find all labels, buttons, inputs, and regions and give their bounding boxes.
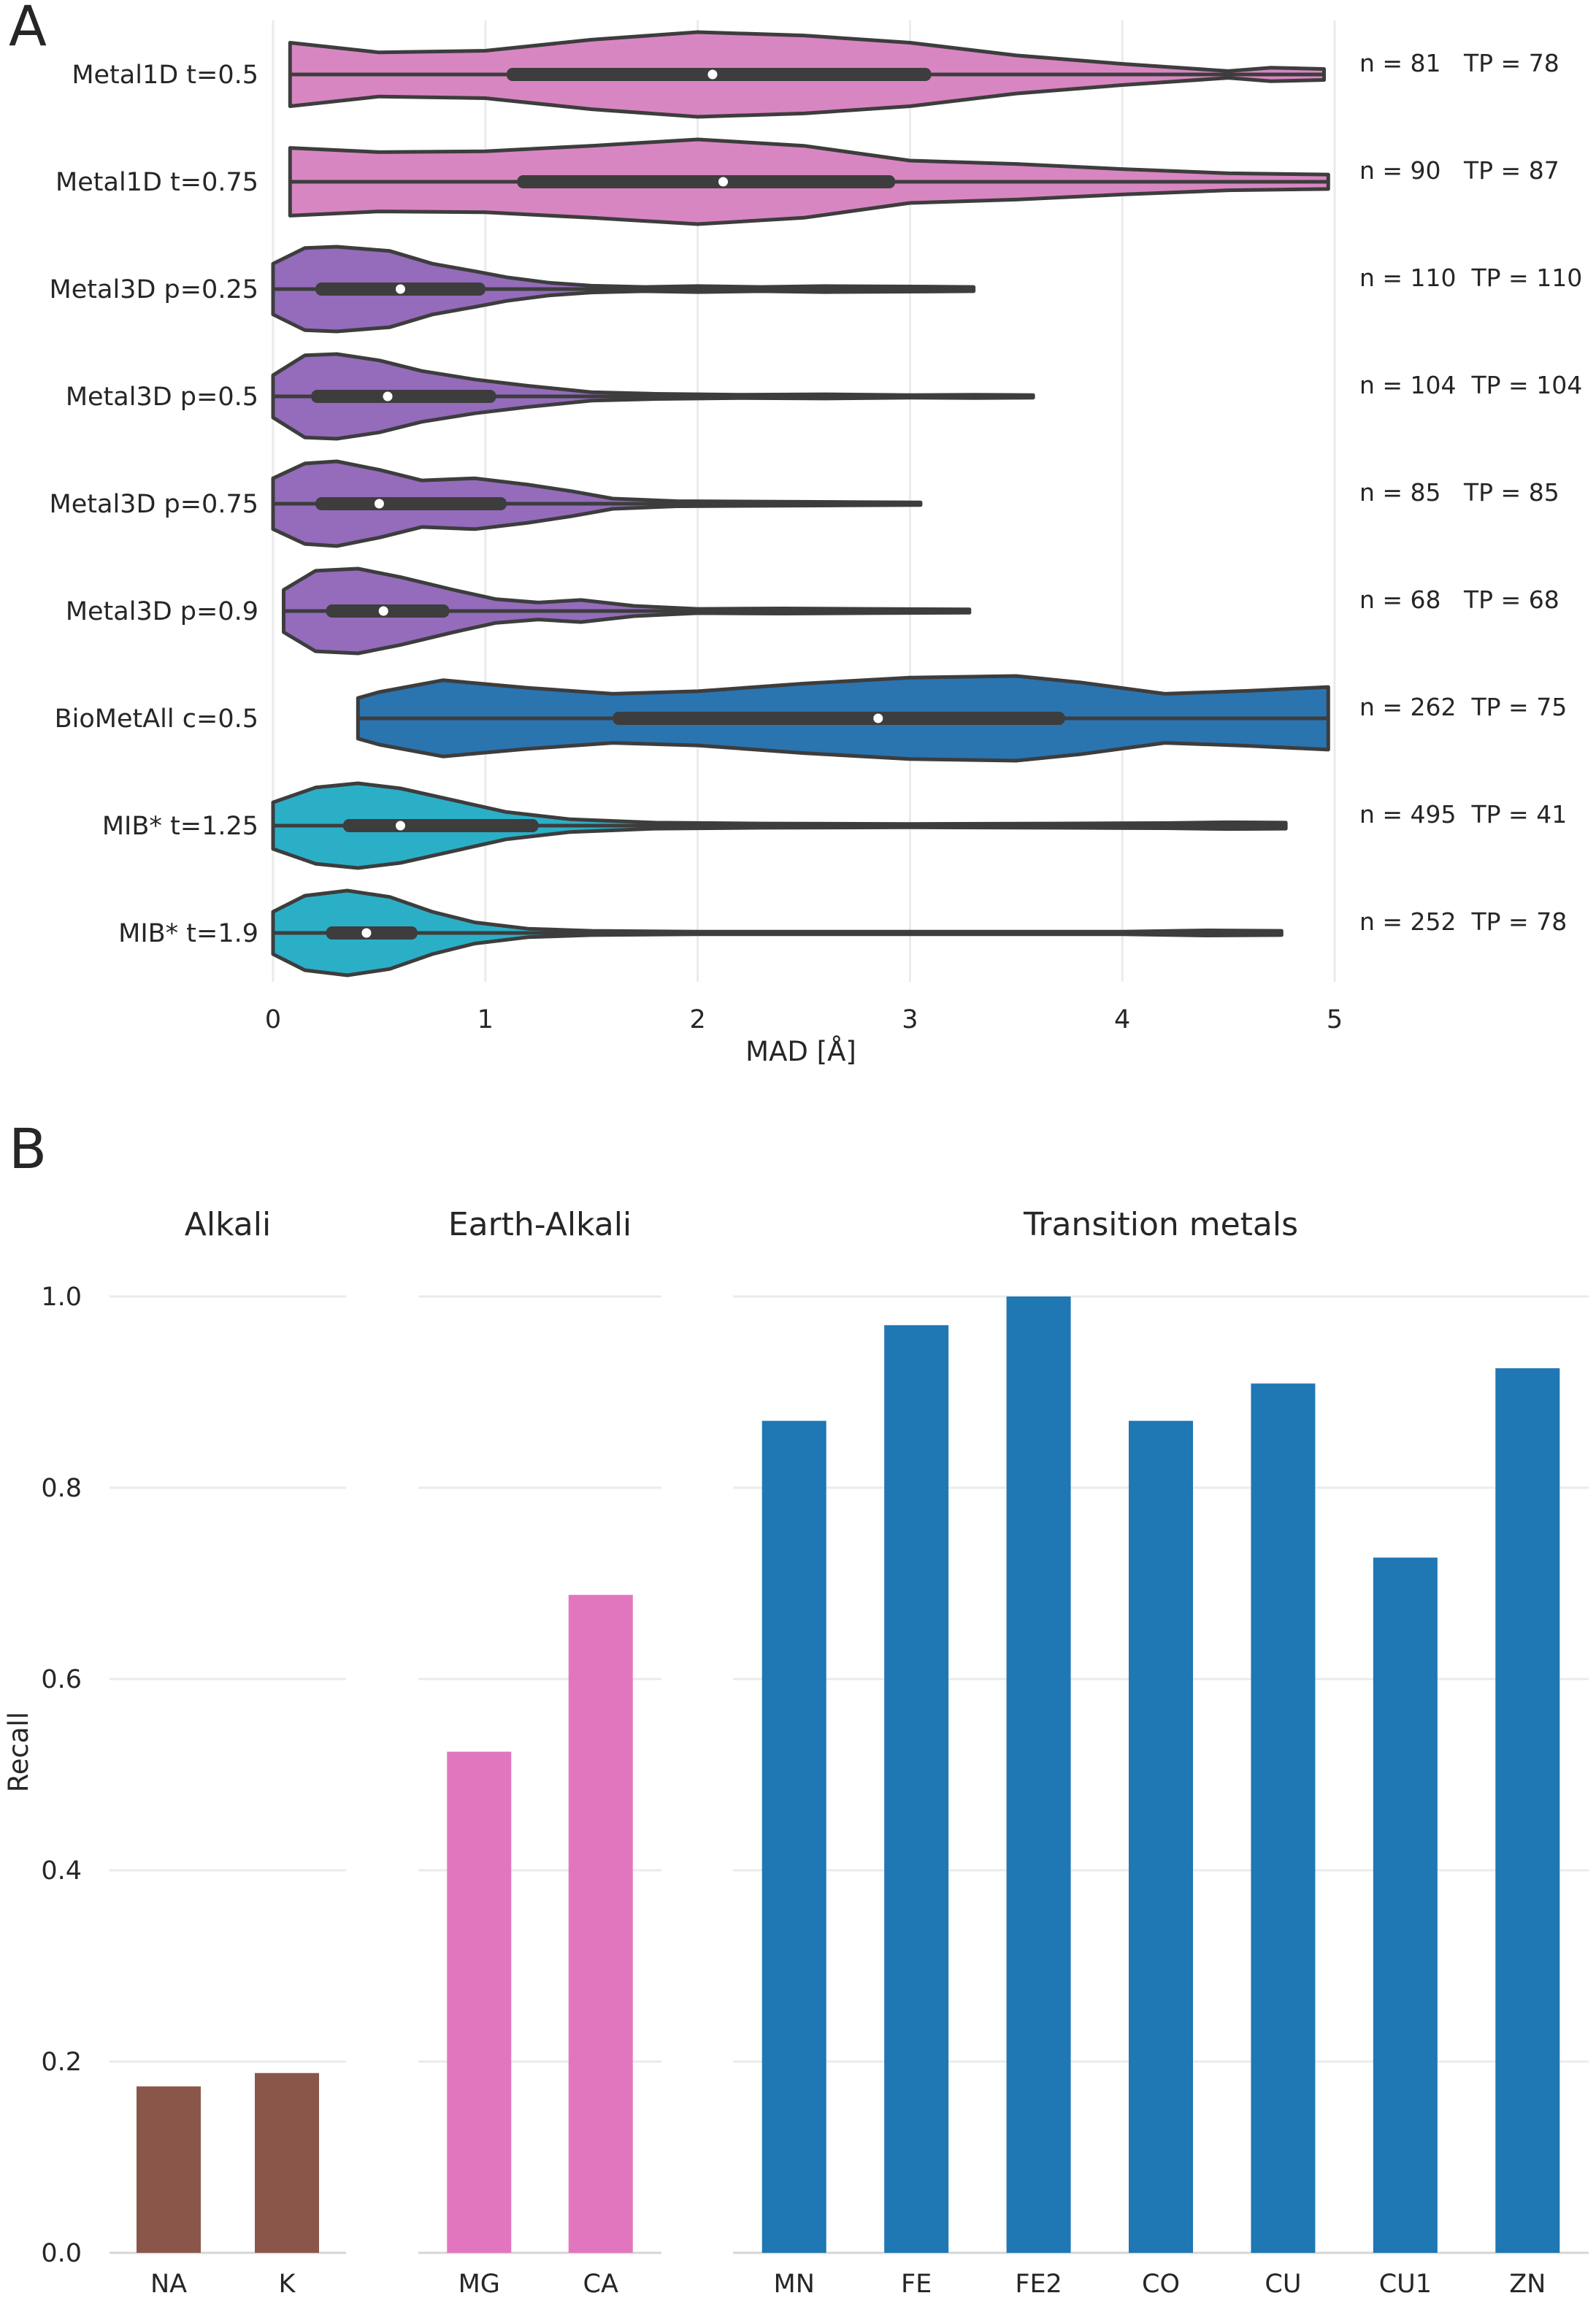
y-tick-labels: 0.0 0.2 0.4 0.6 0.8 1.0 [41, 1283, 82, 2268]
violins [271, 30, 1330, 977]
y-tick-label: Metal3D p=0.9 [66, 597, 258, 626]
violin-median-point [718, 177, 728, 187]
violin-chart: Metal1D t=0.5 Metal1D t=0.75 Metal3D p=0.2… [50, 20, 1582, 1067]
bar [255, 2073, 319, 2253]
bar [137, 2086, 201, 2253]
group-title: Earth-Alkali [448, 1206, 632, 1243]
x-tick-label: CU1 [1379, 2270, 1432, 2299]
y-tick-label: Metal1D t=0.75 [55, 168, 258, 197]
bar [1006, 1297, 1071, 2253]
x-tick-label: ZN [1509, 2270, 1546, 2299]
x-tick-label: 5 [1327, 1005, 1343, 1034]
y-tick-label: 0.2 [41, 2048, 82, 2077]
violin-median-point [395, 284, 405, 294]
violin-median-point [361, 928, 372, 938]
y-tick-label: 0.6 [41, 1665, 82, 1694]
y-tick-label: Metal1D t=0.5 [72, 61, 258, 90]
sample-count-annotation: n = 262 TP = 75 [1359, 693, 1567, 721]
x-tick-label: 3 [902, 1005, 918, 1034]
bar [1373, 1557, 1438, 2253]
violin-median-point [383, 391, 393, 402]
y-tick-label: 0.8 [41, 1474, 82, 1503]
y-tick-label: MIB* t=1.9 [118, 919, 258, 948]
sample-count-annotation: n = 90 TP = 87 [1359, 156, 1559, 185]
bar [884, 1325, 949, 2253]
violin-iqr-box [315, 497, 507, 510]
recall-bar-chart: Alkali Earth-Alkali Transition metals NA K M… [3, 1206, 1589, 2299]
y-tick-labels: Metal1D t=0.5 Metal1D t=0.75 Metal3D p=0.2… [50, 61, 258, 948]
bars [137, 1297, 1560, 2253]
x-tick-label: CU [1265, 2270, 1301, 2299]
violin-iqr-box [342, 819, 539, 832]
y-tick-label: 0.0 [41, 2239, 82, 2268]
x-tick-label: 4 [1114, 1005, 1130, 1034]
group-titles: Alkali Earth-Alkali Transition metals [185, 1206, 1298, 1243]
violin-median-point [707, 69, 718, 80]
x-tick-label: MN [774, 2270, 815, 2299]
x-tick-label: 0 [265, 1005, 281, 1034]
x-tick-label: CA [583, 2270, 618, 2299]
x-axis-label: MAD [Å] [745, 1035, 856, 1067]
x-tick-label: NA [150, 2270, 187, 2299]
bar [568, 1594, 633, 2253]
sample-count-annotation: n = 495 TP = 41 [1359, 800, 1567, 829]
violin-median-point [395, 821, 405, 831]
sample-count-annotation: n = 68 TP = 68 [1359, 585, 1559, 614]
bar [1251, 1383, 1316, 2253]
x-tick-labels: NA K MG CA MN FE FE2 CO CU CU1 ZN [150, 2270, 1546, 2299]
y-gridlines [110, 1295, 1589, 2254]
y-tick-label: MIB* t=1.25 [102, 812, 258, 841]
sample-count-annotation: n = 85 TP = 85 [1359, 478, 1559, 507]
y-tick-label: Metal3D p=0.75 [50, 490, 258, 519]
group-title: Alkali [185, 1206, 271, 1243]
y-tick-label: 0.4 [41, 1856, 82, 1886]
x-tick-label: MG [459, 2270, 500, 2299]
panel-b-letter: B [9, 1116, 47, 1181]
violin-iqr-box [311, 390, 496, 403]
y-tick-label: BioMetAll c=0.5 [55, 704, 258, 734]
violin-median-point [378, 606, 388, 616]
violin-median-point [873, 713, 883, 723]
x-tick-label: 2 [689, 1005, 705, 1034]
x-tick-label: 1 [477, 1005, 494, 1034]
x-tick-label: CO [1142, 2270, 1180, 2299]
bar [447, 1751, 512, 2253]
bar [761, 1421, 826, 2253]
x-tick-label: FE2 [1015, 2270, 1062, 2299]
x-tick-labels: 0 1 2 3 4 5 [265, 1005, 1343, 1034]
x-tick-label: K [279, 2270, 296, 2299]
sample-count-annotation: n = 252 TP = 78 [1359, 907, 1567, 936]
group-title: Transition metals [1023, 1206, 1298, 1243]
y-axis-label: Recall [3, 1712, 34, 1792]
annotations: n = 81 TP = 78 n = 90 TP = 87 n = 110 TP =… [1359, 49, 1582, 936]
sample-count-annotation: n = 104 TP = 104 [1359, 371, 1582, 399]
violin-iqr-box [506, 68, 932, 81]
y-tick-label: 1.0 [41, 1283, 82, 1312]
bar [1129, 1421, 1193, 2253]
bar [1495, 1368, 1560, 2253]
sample-count-annotation: n = 110 TP = 110 [1359, 264, 1582, 292]
violin-iqr-box [517, 175, 896, 188]
violin-iqr-box [326, 926, 418, 940]
violin-median-point [374, 499, 384, 509]
x-tick-label: FE [901, 2270, 932, 2299]
y-tick-label: Metal3D p=0.25 [50, 275, 258, 304]
y-tick-label: Metal3D p=0.5 [66, 383, 258, 412]
violin-iqr-box [613, 712, 1065, 725]
panel-a-letter: A [9, 0, 47, 58]
sample-count-annotation: n = 81 TP = 78 [1359, 49, 1559, 77]
